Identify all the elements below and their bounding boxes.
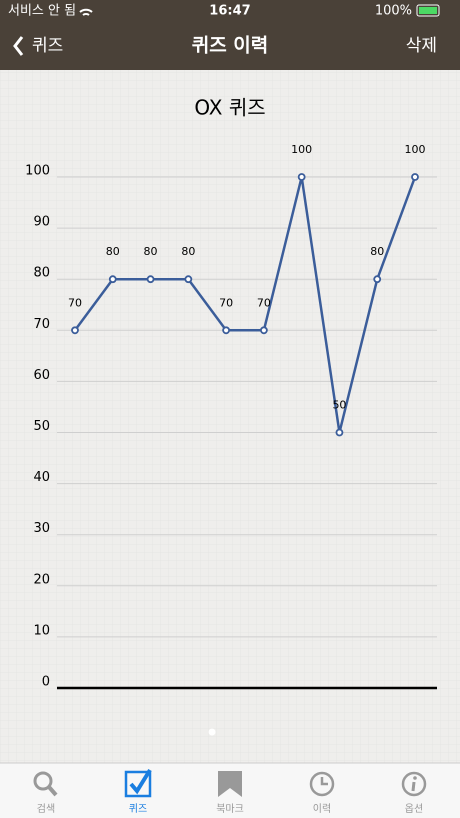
back-icon[interactable] xyxy=(13,36,24,56)
clock: 16:47 xyxy=(209,4,250,19)
data-point xyxy=(71,326,79,335)
quiz-icon-check xyxy=(129,768,152,795)
y-tick-label: 40 xyxy=(33,470,50,485)
data-label: 50 xyxy=(332,399,346,412)
data-label: 70 xyxy=(68,296,82,309)
data-label: 70 xyxy=(257,296,271,309)
tab-item[interactable]: 퀴즈 xyxy=(124,768,152,815)
y-tick-label: 70 xyxy=(33,317,50,332)
y-tick-label: 20 xyxy=(33,572,50,587)
tab-label[interactable]: 이력 xyxy=(313,803,331,815)
data-line xyxy=(73,176,417,433)
battery-level: 100% xyxy=(375,4,412,19)
nav-title: 퀴즈 이력 xyxy=(192,35,269,57)
data-point xyxy=(108,275,117,284)
y-tick-label: 50 xyxy=(33,419,50,434)
data-point xyxy=(335,428,344,437)
y-tick-label: 60 xyxy=(33,368,50,383)
tab-item[interactable]: 옵션 xyxy=(401,771,427,815)
back-button[interactable]: 퀴즈 xyxy=(32,36,63,56)
data-point xyxy=(146,275,155,284)
data-point xyxy=(184,275,193,284)
search-icon xyxy=(33,771,53,791)
tab-label[interactable]: 검색 xyxy=(37,803,55,815)
wifi-icon xyxy=(79,8,93,16)
y-tick-label: 80 xyxy=(33,266,50,281)
search-icon-handle xyxy=(47,785,58,797)
data-point xyxy=(411,173,419,181)
tabs: 검색 퀴즈 북마크 이력 옵션 xyxy=(33,768,427,815)
tab-label[interactable]: 북마크 xyxy=(216,803,244,815)
data-label: 100 xyxy=(291,143,312,156)
page-indicator xyxy=(208,728,216,736)
quiz-icon xyxy=(124,770,152,798)
tab-item[interactable]: 이력 xyxy=(309,771,335,815)
tab-item[interactable]: 검색 xyxy=(33,771,58,815)
option-icon-dot xyxy=(413,776,417,780)
data-label: 70 xyxy=(219,296,233,309)
tab-label[interactable]: 퀴즈 xyxy=(129,803,147,815)
history-icon-hands xyxy=(320,777,328,786)
content-background xyxy=(0,70,460,763)
plot: 0 10 20 30 40 50 60 70 80 90 100 70 80 80 80 70 70 100 50 8… xyxy=(25,143,437,690)
y-tick-label: 100 xyxy=(25,164,50,179)
y-tick-label: 90 xyxy=(33,215,50,230)
data-label: 80 xyxy=(106,245,120,258)
data-label: 80 xyxy=(144,245,158,258)
tab-item[interactable]: 북마크 xyxy=(216,771,244,815)
y-tick-label: 30 xyxy=(33,521,50,536)
option-icon xyxy=(401,771,427,797)
battery-fill xyxy=(419,7,437,14)
data-label: 100 xyxy=(405,143,426,156)
tab-label[interactable]: 옵션 xyxy=(405,803,423,815)
y-tick-label: 0 xyxy=(42,675,50,690)
data-point xyxy=(297,173,306,181)
carrier: 서비스 안 됨 xyxy=(8,4,76,19)
data-label: 80 xyxy=(370,245,384,258)
bookmark-icon xyxy=(218,771,242,797)
data-label: 80 xyxy=(181,245,195,258)
battery-icon xyxy=(416,4,440,17)
history-icon xyxy=(309,771,335,797)
chart-title: OX 퀴즈 xyxy=(194,96,265,120)
delete-button[interactable]: 삭제 xyxy=(406,36,437,56)
data-point xyxy=(222,326,231,335)
data-point xyxy=(373,275,382,284)
y-tick-label: 10 xyxy=(33,623,50,638)
header-background xyxy=(0,0,460,70)
data-point xyxy=(259,326,268,335)
option-icon-stem xyxy=(411,781,416,792)
